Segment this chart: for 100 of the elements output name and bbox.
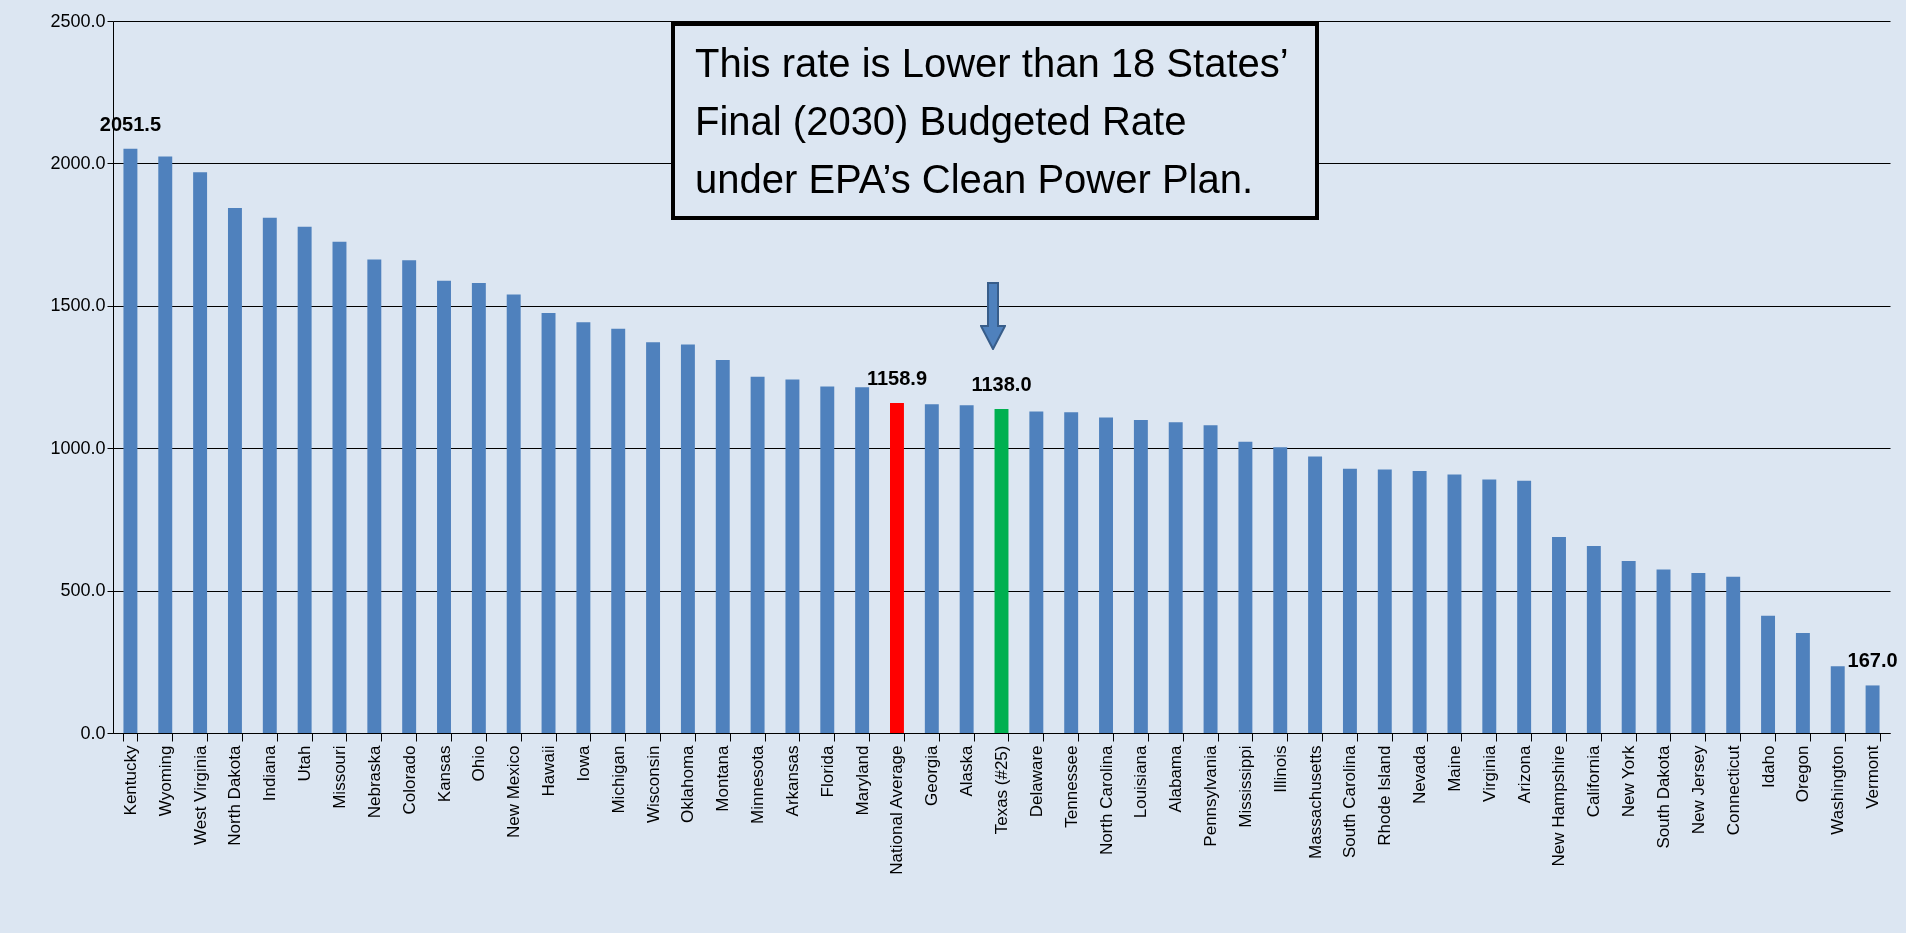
bar (1377, 469, 1392, 733)
y-tick-label: 0.0 (80, 722, 106, 743)
x-tick-label: Pennsylvania (1201, 744, 1221, 847)
x-tick-label: Florida (817, 744, 837, 798)
bar (750, 376, 765, 733)
x-tick-label: Arizona (1514, 744, 1534, 804)
bar (1168, 422, 1183, 733)
x-tick-label: California (1584, 744, 1604, 818)
bar (1447, 474, 1462, 733)
bar (715, 359, 730, 733)
bar (1691, 572, 1706, 733)
x-tick-label: Wisconsin (643, 745, 663, 823)
bar (1482, 479, 1497, 733)
bar (402, 260, 417, 733)
x-tick-label: South Carolina (1340, 744, 1360, 858)
data-label: 1158.9 (866, 366, 928, 389)
bar (437, 280, 451, 733)
x-tick-label: Alabama (1166, 744, 1186, 813)
x-tick-label: Colorado (399, 745, 419, 815)
bar (1726, 576, 1741, 733)
x-tick-label: Michigan (608, 745, 628, 814)
bar (1412, 470, 1427, 733)
annotation: This rate is Lower than 18 States’ Final (2030) Budgeted Rate under EPA’s Clean Power Plan. (671, 22, 1319, 220)
bar (1656, 569, 1671, 733)
bar (471, 283, 486, 733)
bar (646, 342, 661, 733)
x-tick-label: Kansas (434, 745, 454, 803)
bar (1273, 447, 1288, 733)
bar (1621, 560, 1636, 733)
bar (611, 328, 626, 733)
x-tick-label: Illinois (1270, 745, 1290, 793)
y-tick-label: 1000.0 (50, 437, 106, 458)
bar (959, 405, 974, 733)
y-tick-label: 1500.0 (50, 295, 106, 316)
bar (680, 344, 695, 733)
bar (855, 387, 870, 733)
y-tick-label: 2000.0 (50, 152, 106, 173)
bar (227, 208, 242, 733)
bar (1761, 615, 1776, 733)
bar (1099, 417, 1113, 733)
data-label: 1138.0 (971, 372, 1032, 395)
x-tick-label: Minnesota (748, 744, 768, 824)
x-tick-label: Delaware (1026, 745, 1046, 818)
y-tick-label: 2500.0 (50, 10, 106, 31)
bar (1517, 480, 1532, 733)
bar (297, 226, 312, 733)
bar (820, 386, 835, 733)
x-tick-label: New Jersey (1688, 745, 1708, 835)
x-tick-label: National Average (887, 745, 907, 875)
x-tick-label: Arkansas (782, 745, 802, 817)
x-tick-label: Washington (1828, 745, 1848, 835)
x-tick-label: Kentucky (120, 745, 140, 816)
bar (785, 379, 800, 733)
bar (1552, 537, 1566, 733)
bar (1586, 545, 1601, 733)
x-tick-label: Ohio (469, 745, 489, 782)
x-tick-label: Maine (1444, 745, 1464, 792)
bar (123, 148, 138, 733)
data-label: 167.0 (1847, 649, 1898, 672)
bar (1795, 633, 1810, 733)
x-tick-label: Vermont (1863, 745, 1883, 809)
x-tick-label: Iowa (573, 744, 593, 782)
x-tick-label: Idaho (1758, 745, 1778, 789)
bar (506, 294, 521, 733)
x-tick-label: New Mexico (504, 745, 524, 839)
bar (158, 156, 173, 733)
bar (193, 172, 208, 733)
bar (1064, 412, 1079, 733)
bar (332, 241, 347, 733)
x-tick-label: Virginia (1479, 744, 1499, 802)
bar (367, 259, 382, 733)
bar (1865, 685, 1880, 733)
x-tick-label: Massachusetts (1305, 745, 1325, 859)
x-tick-label: Georgia (922, 744, 942, 806)
bar (924, 404, 939, 733)
bar (1203, 425, 1218, 733)
x-tick-label: South Dakota (1654, 744, 1674, 849)
x-tick-label: Rhode Island (1375, 745, 1395, 846)
bar (576, 322, 591, 733)
x-tick-label: Hawaii (539, 745, 559, 797)
bar (1308, 456, 1323, 733)
bar (994, 408, 1009, 733)
x-tick-label: Utah (295, 745, 315, 782)
x-tick-label: Louisiana (1131, 744, 1151, 819)
x-tick-label: Indiana (260, 744, 280, 802)
bar (1342, 468, 1357, 733)
x-tick-label: Wyoming (155, 745, 175, 817)
y-tick-label: 500.0 (60, 580, 106, 601)
x-tick-label: Maryland (852, 745, 872, 816)
x-tick-label: Oregon (1793, 745, 1813, 803)
x-tick-label: New Hampshire (1549, 745, 1569, 867)
bar (1238, 441, 1253, 733)
x-tick-label: New York (1619, 745, 1639, 818)
x-tick-label: Oklahoma (678, 744, 698, 823)
x-tick-label: Montana (713, 744, 733, 812)
x-tick-label: North Carolina (1096, 744, 1116, 856)
bar (262, 217, 277, 733)
x-tick-label: Nevada (1410, 744, 1430, 805)
x-tick-label: Connecticut (1723, 745, 1743, 836)
x-tick-label: Texas (#25) (992, 745, 1011, 835)
